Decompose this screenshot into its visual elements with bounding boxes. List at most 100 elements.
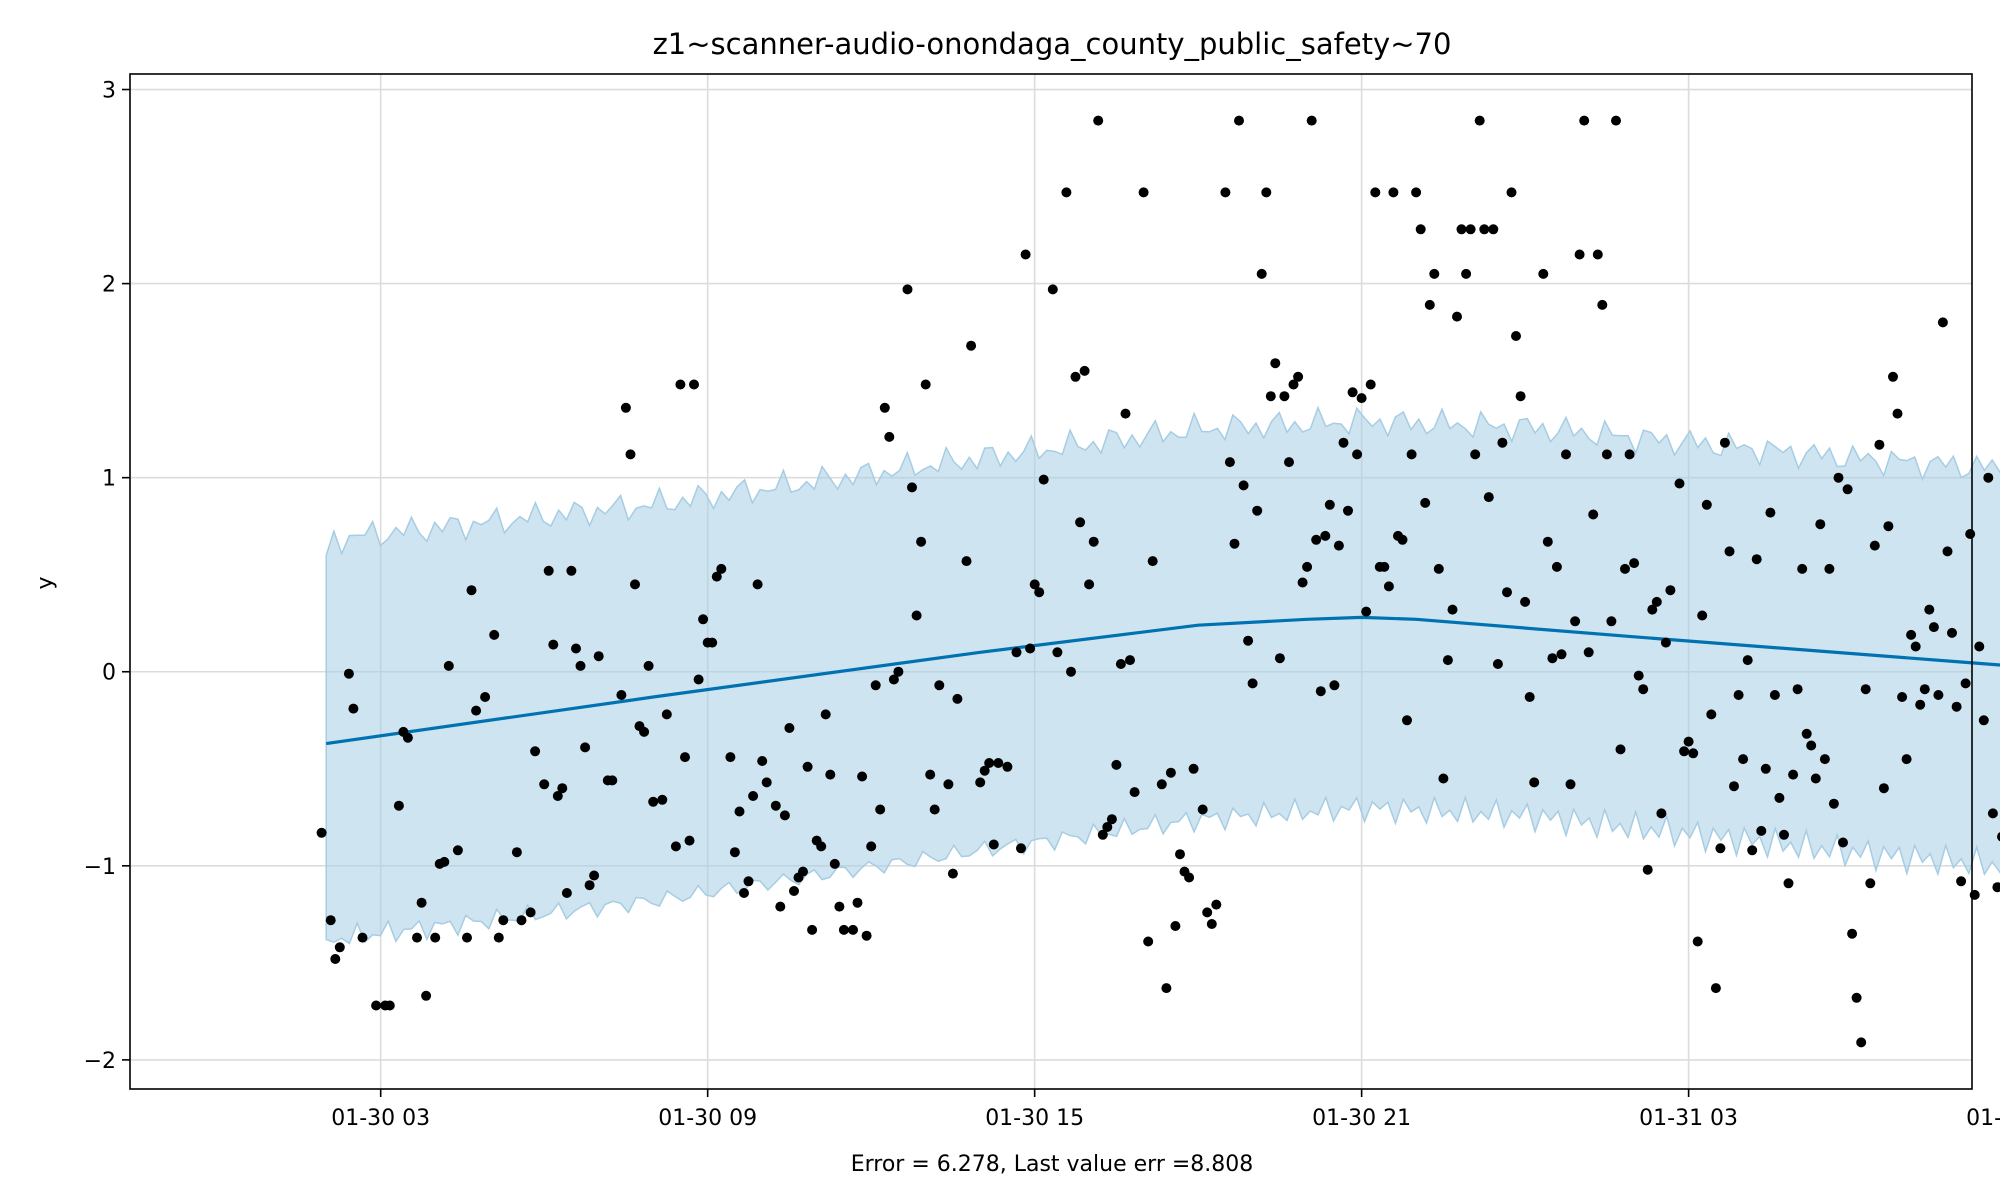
data-point (580, 742, 591, 753)
data-point (1102, 822, 1113, 832)
data-point (325, 915, 336, 926)
data-point (1025, 643, 1036, 654)
data-point (1779, 829, 1789, 840)
data-point (1370, 187, 1381, 198)
data-point (1978, 715, 1989, 726)
data-point (1679, 746, 1690, 757)
data-point (1424, 299, 1435, 310)
data-point (1520, 596, 1531, 607)
data-point (1606, 616, 1617, 627)
data-point (452, 845, 463, 856)
data-point (466, 585, 477, 596)
data-point (1115, 659, 1126, 669)
data-point (784, 723, 795, 733)
data-point (1688, 748, 1699, 759)
data-point (1293, 371, 1304, 382)
data-point (1320, 530, 1331, 541)
data-point (543, 565, 554, 576)
data-point (1120, 408, 1131, 419)
data-point (416, 897, 427, 908)
data-point (493, 932, 504, 943)
data-point (1638, 684, 1649, 695)
data-point (1502, 587, 1512, 598)
data-point (861, 930, 872, 941)
y-axis-ticks: −2 −1 0 1 2 3 (84, 79, 130, 1074)
data-point (1138, 187, 1149, 198)
data-point (1202, 907, 1213, 918)
data-point (1624, 449, 1635, 460)
data-point (1611, 115, 1621, 126)
data-point (648, 796, 659, 807)
data-point (1824, 563, 1835, 574)
data-point (1084, 579, 1095, 590)
data-point (1379, 561, 1390, 572)
data-point (1683, 736, 1694, 747)
data-point (530, 746, 541, 757)
data-point (1029, 579, 1040, 590)
data-point (1442, 655, 1453, 666)
data-point (698, 614, 709, 625)
data-point (462, 932, 472, 943)
data-point (952, 693, 963, 704)
data-point (661, 709, 672, 720)
data-point (1901, 754, 1912, 765)
data-point (421, 990, 432, 1001)
data-point (1774, 792, 1785, 803)
data-point (1715, 843, 1726, 854)
data-point (866, 841, 877, 852)
data-point (348, 703, 359, 714)
data-point (616, 690, 627, 700)
data-point (1397, 534, 1408, 545)
data-point (343, 668, 354, 679)
data-point (1701, 499, 1712, 510)
data-point (1956, 876, 1967, 887)
data-point (1352, 449, 1363, 460)
data-point (516, 915, 527, 926)
data-point (1147, 556, 1158, 567)
data-point (1247, 678, 1258, 689)
data-point (1583, 647, 1594, 658)
data-point (1333, 540, 1344, 551)
data-point (761, 777, 772, 788)
data-point (430, 932, 441, 943)
data-point (1197, 804, 1208, 815)
plot-frame (129, 73, 1973, 1090)
data-point (539, 779, 550, 790)
data-point (775, 901, 786, 912)
data-point (1629, 558, 1640, 569)
data-point (1220, 187, 1231, 198)
data-point (725, 752, 736, 763)
data-point (943, 779, 954, 790)
data-point (643, 660, 654, 671)
data-point (371, 1000, 382, 1011)
data-point (1738, 754, 1749, 765)
data-point (1429, 268, 1440, 279)
y-tick-label: 0 (102, 661, 116, 686)
data-point (693, 674, 704, 685)
data-point (1992, 882, 2000, 893)
data-point (1561, 449, 1571, 460)
data-point (511, 847, 522, 858)
data-point (1556, 649, 1567, 660)
data-point (1338, 437, 1349, 448)
data-point (607, 775, 618, 786)
data-point (916, 536, 927, 547)
data-point (1615, 744, 1626, 755)
data-point (1838, 837, 1848, 848)
data-point (620, 402, 631, 413)
data-point (1047, 284, 1058, 295)
data-point (739, 888, 749, 898)
data-point (1928, 622, 1939, 633)
data-point (1651, 596, 1662, 607)
data-point (1969, 889, 1980, 900)
data-point (1497, 437, 1508, 448)
data-point (1274, 653, 1285, 664)
data-point (1402, 715, 1412, 726)
data-point (1288, 379, 1299, 390)
data-point (1243, 635, 1254, 646)
data-point (1188, 763, 1199, 774)
data-point (1915, 699, 1926, 710)
data-point (584, 880, 595, 891)
data-point (1892, 408, 1903, 419)
